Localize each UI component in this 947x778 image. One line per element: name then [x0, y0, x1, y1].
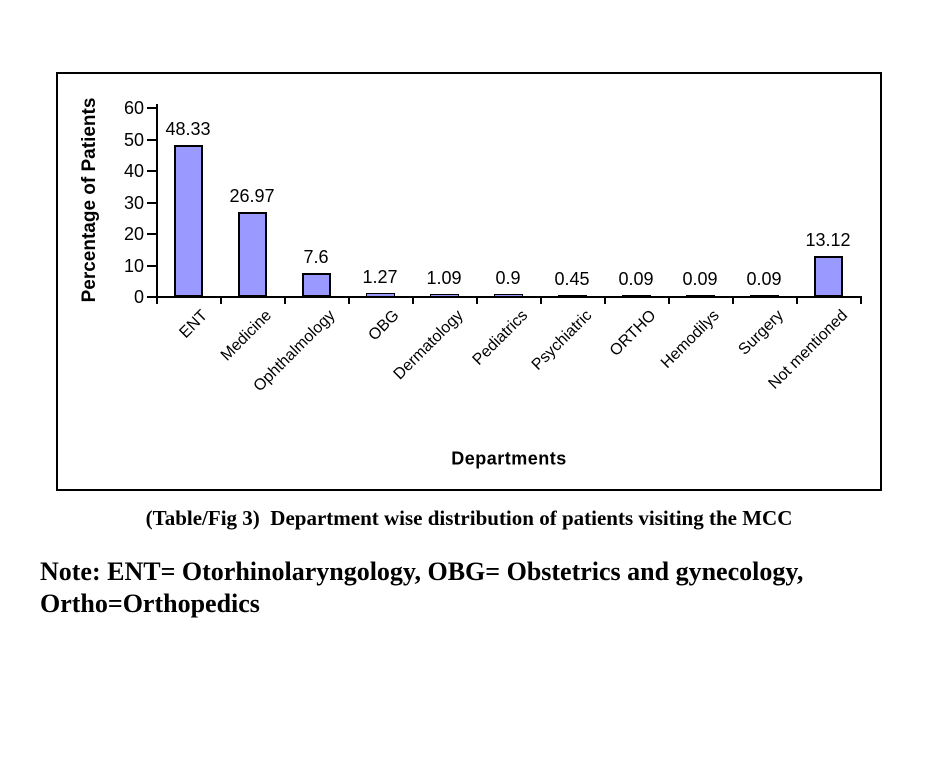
note-text: Note: ENT= Otorhinolaryngology, OBG= Obs… — [40, 556, 920, 620]
note-line-2: Ortho=Orthopedics — [40, 589, 260, 618]
note-line-1: Note: ENT= Otorhinolaryngology, OBG= Obs… — [40, 557, 804, 586]
chart-frame — [56, 72, 882, 491]
figure-caption: (Table/Fig 3) Department wise distributi… — [145, 506, 793, 530]
